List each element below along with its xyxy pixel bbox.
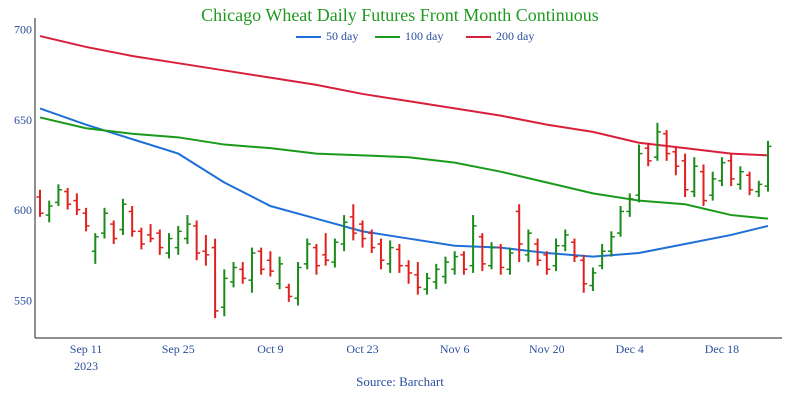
legend-label: 100 day [405, 29, 443, 43]
x-tick-label: Dec 18 [705, 342, 739, 356]
legend-label: 50 day [326, 29, 358, 43]
x-tick-label: Oct 23 [346, 342, 378, 356]
ma-line [39, 35, 769, 157]
ma-line [39, 116, 769, 220]
legend-label: 200 day [496, 29, 534, 43]
y-tick-label: 600 [14, 203, 32, 217]
chart-title: Chicago Wheat Daily Futures Front Month … [201, 5, 599, 25]
x-tick-label: Oct 9 [257, 342, 283, 356]
x-tick-label: Sep 25 [162, 342, 195, 356]
x-tick-label: Sep 11 [70, 342, 103, 356]
x-tick-label: Nov 6 [440, 342, 470, 356]
y-tick-label: 700 [14, 22, 32, 36]
x-tick-label: Dec 4 [616, 342, 644, 356]
y-tick-label: 550 [14, 294, 32, 308]
x-tick-label: Nov 20 [529, 342, 565, 356]
ma-line [39, 107, 769, 258]
x-tick-sublabel: 2023 [74, 359, 98, 373]
source-note: Source: Barchart [356, 374, 444, 389]
y-tick-label: 650 [14, 113, 32, 127]
